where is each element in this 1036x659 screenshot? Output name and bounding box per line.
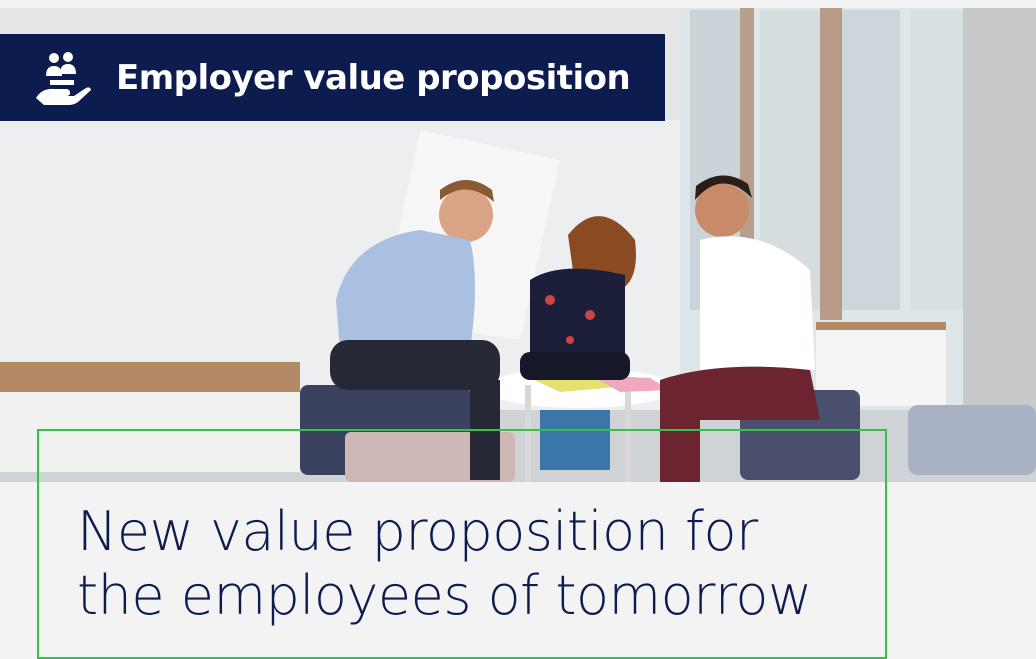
page-headline: New value proposition for the employees … — [77, 500, 857, 628]
headline-line-2: the employees of tomorrow — [77, 564, 812, 627]
hand-holding-people-icon — [36, 51, 91, 105]
top-strip — [0, 0, 1036, 8]
badge-title: Employer value proposition — [116, 57, 631, 98]
headline-line-1: New value proposition for — [77, 500, 758, 563]
section-badge: Employer value proposition — [0, 34, 665, 121]
